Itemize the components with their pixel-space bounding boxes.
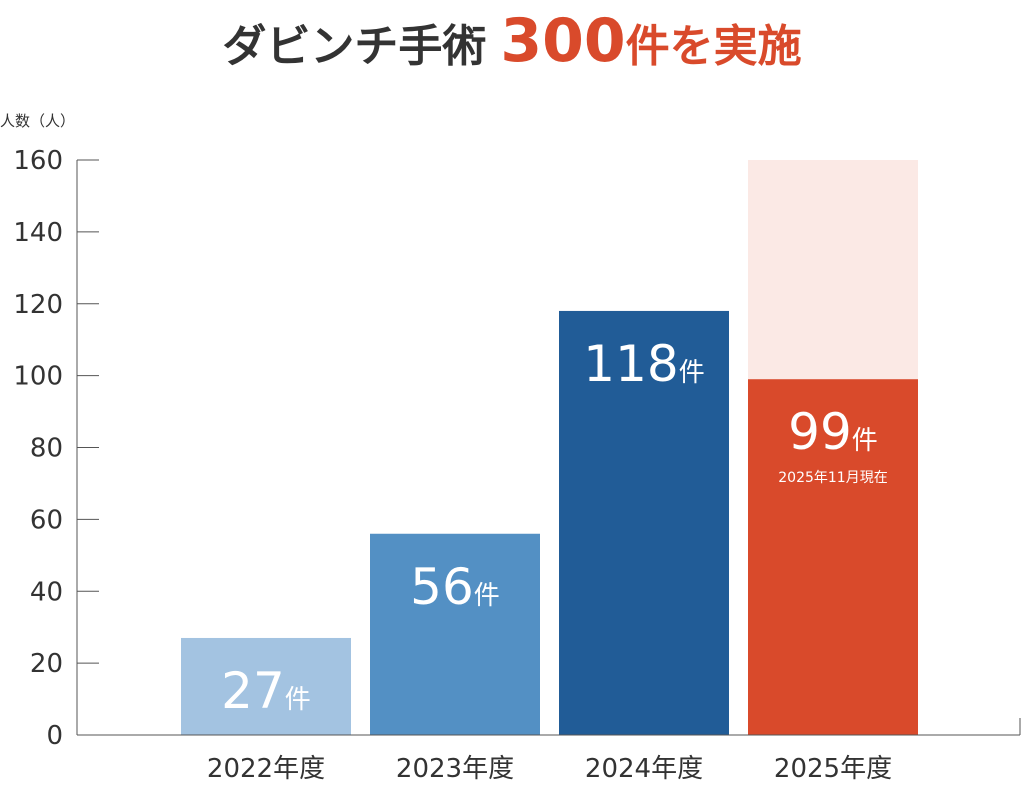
y-tick-label: 80	[30, 434, 63, 464]
data-label-value: 99	[788, 403, 852, 461]
chart-title: ダビンチ手術 300件を実施	[0, 6, 1024, 76]
bar	[181, 637, 351, 735]
y-tick-label: 0	[46, 721, 63, 751]
y-tick-label: 40	[30, 577, 63, 607]
data-label-unit: 件	[852, 426, 878, 456]
data-label-unit: 件	[679, 358, 705, 388]
bar	[748, 379, 918, 735]
bar	[370, 533, 540, 735]
y-tick-label: 120	[13, 290, 63, 320]
data-label-unit: 件	[285, 685, 311, 715]
y-tick-label: 160	[13, 146, 63, 176]
bar	[559, 310, 729, 735]
data-label: 27件	[221, 662, 311, 720]
y-tick-label: 140	[13, 218, 63, 248]
y-tick-label: 60	[30, 505, 63, 535]
data-label: 118件	[583, 335, 704, 393]
x-tick-label: 2023年度	[396, 754, 514, 784]
data-label-value: 118	[583, 335, 678, 393]
title-suffix: 件を実施	[625, 21, 802, 72]
x-tick-label: 2025年度	[774, 754, 892, 784]
data-label-note: 2025年11月現在	[778, 470, 887, 486]
data-label-value: 56	[410, 558, 474, 616]
y-tick-label: 20	[30, 649, 63, 679]
data-label: 99件	[788, 403, 878, 461]
x-tick-label: 2024年度	[585, 754, 703, 784]
x-tick-label: 2022年度	[207, 754, 325, 784]
y-axis-label: 人数（人）	[0, 112, 76, 130]
data-label: 56件	[410, 558, 500, 616]
data-label-unit: 件	[474, 581, 500, 611]
title-highlight-number: 300	[500, 6, 626, 76]
data-label-value: 27	[221, 662, 285, 720]
y-tick-label: 100	[13, 362, 63, 392]
title-prefix: ダビンチ手術	[222, 21, 487, 72]
